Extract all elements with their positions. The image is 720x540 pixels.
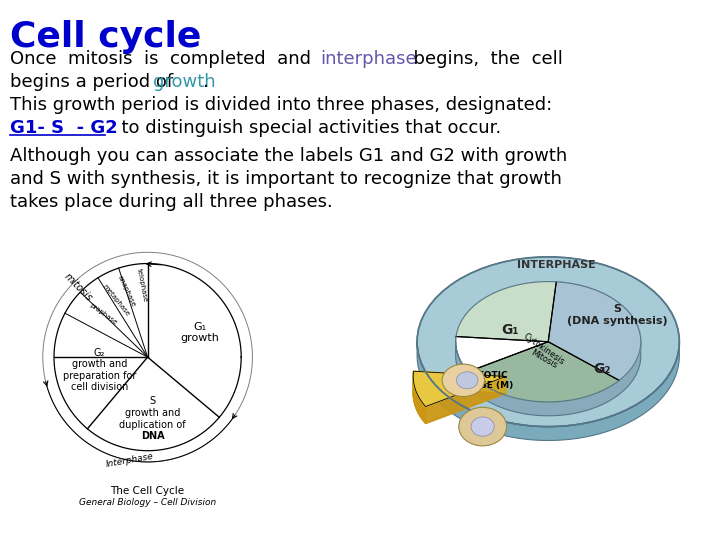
- Ellipse shape: [459, 407, 507, 446]
- Polygon shape: [422, 402, 423, 420]
- Text: begins a period of: begins a period of: [10, 73, 179, 91]
- Text: Once  mitosis  is  completed  and: Once mitosis is completed and: [10, 50, 323, 68]
- Text: G₂
growth and
preparation for
cell division: G₂ growth and preparation for cell divis…: [63, 348, 136, 393]
- Ellipse shape: [456, 372, 478, 389]
- PathPatch shape: [456, 342, 641, 416]
- Text: growth: growth: [153, 73, 215, 91]
- Text: G₂: G₂: [593, 362, 611, 376]
- Text: Mitosis: Mitosis: [529, 348, 559, 370]
- Ellipse shape: [456, 281, 641, 402]
- Polygon shape: [426, 376, 506, 423]
- Ellipse shape: [417, 257, 680, 427]
- Text: DNA: DNA: [140, 430, 164, 441]
- Text: S
growth and
duplication of: S growth and duplication of: [120, 396, 186, 430]
- Polygon shape: [413, 388, 506, 423]
- Text: to distinguish special activities that occur.: to distinguish special activities that o…: [110, 119, 501, 137]
- Text: Cytokinesis: Cytokinesis: [521, 332, 566, 367]
- Ellipse shape: [442, 364, 485, 396]
- Text: G1- S  - G2: G1- S - G2: [10, 119, 118, 137]
- Text: G₁
growth: G₁ growth: [181, 322, 220, 343]
- Polygon shape: [425, 406, 426, 423]
- Text: INTERPHASE: INTERPHASE: [516, 260, 595, 269]
- Polygon shape: [420, 400, 421, 418]
- Text: metaphase: metaphase: [102, 284, 131, 318]
- Ellipse shape: [471, 417, 494, 436]
- Text: mitosis: mitosis: [62, 272, 94, 303]
- Polygon shape: [413, 371, 506, 394]
- Text: The Cell Cycle: The Cell Cycle: [111, 487, 184, 496]
- Text: MITOTIC
PHASE (M): MITOTIC PHASE (M): [459, 370, 513, 390]
- Text: Interphase: Interphase: [105, 452, 154, 469]
- Text: This growth period is divided into three phases, designated:: This growth period is divided into three…: [10, 96, 552, 114]
- Polygon shape: [421, 401, 422, 419]
- Text: interphase: interphase: [320, 50, 417, 68]
- Text: S
(DNA synthesis): S (DNA synthesis): [567, 304, 668, 326]
- Text: General Biology – Cell Division: General Biology – Cell Division: [79, 497, 216, 507]
- Text: begins,  the  cell: begins, the cell: [402, 50, 563, 68]
- Text: and S with synthesis, it is important to recognize that growth: and S with synthesis, it is important to…: [10, 170, 562, 188]
- Polygon shape: [456, 281, 557, 342]
- Polygon shape: [424, 404, 425, 422]
- Polygon shape: [423, 403, 424, 421]
- Text: prophase: prophase: [89, 302, 118, 326]
- Polygon shape: [548, 282, 641, 380]
- Text: G₁: G₁: [501, 323, 518, 337]
- Polygon shape: [468, 342, 619, 402]
- Text: .: .: [202, 73, 208, 91]
- Text: telophase: telophase: [136, 268, 148, 302]
- Text: anaphase: anaphase: [117, 274, 137, 308]
- Polygon shape: [413, 371, 506, 407]
- Text: takes place during all three phases.: takes place during all three phases.: [10, 193, 333, 211]
- PathPatch shape: [417, 342, 680, 441]
- Text: Cell cycle: Cell cycle: [10, 20, 202, 54]
- Text: Although you can associate the labels G1 and G2 with growth: Although you can associate the labels G1…: [10, 147, 567, 165]
